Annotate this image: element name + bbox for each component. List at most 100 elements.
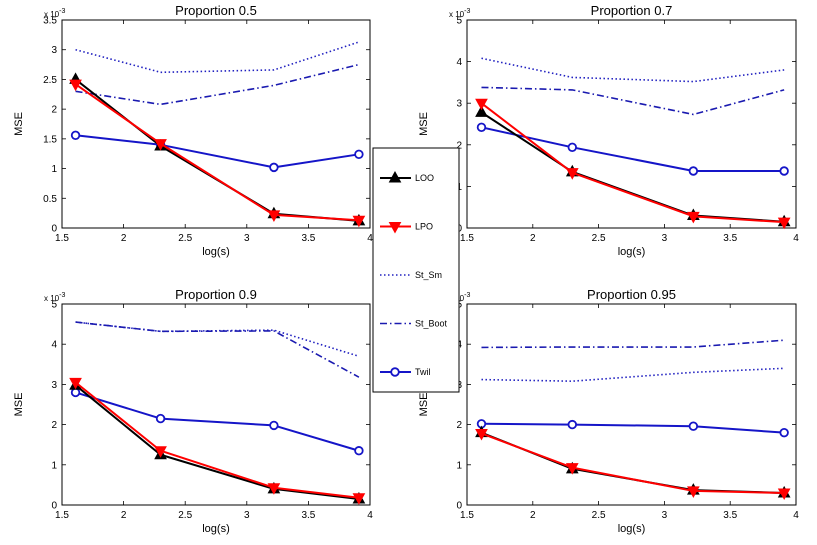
series-line-lpo [74, 83, 359, 222]
data-point-lpo [267, 483, 281, 495]
x-tick-label: 2 [530, 233, 536, 244]
plot-area [466, 19, 797, 229]
series-lpo [69, 79, 366, 228]
data-point-lpo [154, 446, 167, 458]
x-tick-label: 3 [662, 510, 668, 521]
data-point-loo [475, 105, 488, 117]
series-lpo [69, 377, 366, 505]
legend-label: St_Sm [415, 270, 442, 280]
legend-label: LPO [415, 222, 433, 232]
y-tick-label: 1 [456, 460, 462, 471]
x-tick-label: 4 [367, 510, 373, 521]
y-exponent-label: x 10-3 [44, 292, 65, 303]
y-axis-label: MSE [418, 393, 430, 417]
series-line-twil [481, 422, 785, 434]
chart-panel-1: 1.5 2 2.5 3 3.5 400.511.522.533.5x 10-3 Propor… [13, 3, 373, 258]
series-lpo [475, 98, 791, 230]
series-st_sm [481, 57, 785, 83]
series-line-lpo [480, 102, 785, 224]
y-tick-label: 0 [51, 224, 57, 235]
y-tick-label: 3 [51, 380, 57, 391]
legend: LOO LPO St_Sm St_Boot Twil [372, 147, 460, 393]
legend-entry-twil: Twil [380, 367, 431, 377]
series-line-twil [75, 391, 360, 452]
legend-entry-lpo: LPO [380, 222, 433, 234]
series-st_sm [75, 41, 360, 74]
x-tick-label: 1.5 [55, 510, 69, 521]
x-tick-label: 4 [367, 233, 373, 244]
legend-label: Twil [415, 367, 431, 377]
x-tick-label: 3 [244, 233, 250, 244]
series-lpo [475, 428, 791, 500]
y-tick-label: 1 [51, 164, 57, 175]
plot-area [61, 303, 371, 506]
legend-box [372, 147, 460, 393]
x-tick-label: 2.5 [178, 510, 192, 521]
data-point-twil [70, 130, 81, 140]
data-point-twil [688, 421, 699, 431]
data-point-twil [567, 142, 577, 152]
data-point-twil [567, 419, 577, 430]
legend-marker [390, 367, 400, 377]
legend-marker [388, 222, 402, 234]
data-point-lpo [565, 168, 579, 180]
data-point-lpo [267, 210, 281, 222]
y-tick-label: 2 [456, 420, 462, 431]
data-point-twil [354, 446, 364, 456]
data-point-lpo [352, 493, 366, 505]
x-tick-label: 4 [793, 510, 799, 521]
legend-marker [388, 170, 402, 183]
data-point-lpo [154, 139, 167, 151]
series-st_boot [75, 321, 360, 378]
y-tick-label: 4 [51, 340, 57, 351]
series-st_sm [481, 367, 785, 382]
x-tick-label: 2 [530, 510, 536, 521]
series-line-lpo [74, 381, 360, 499]
x-axis-label: log(s) [202, 246, 230, 258]
x-tick-label: 1.5 [460, 233, 474, 244]
x-tick-label: 2 [121, 233, 127, 244]
x-tick-label: 2.5 [592, 510, 606, 521]
data-point-lpo [475, 98, 488, 111]
legend-label: LOO [415, 173, 434, 183]
x-axis-label: log(s) [618, 523, 646, 535]
y-tick-label: 5 [51, 300, 57, 311]
y-tick-label: 1 [51, 460, 57, 471]
plot-area [61, 19, 371, 229]
y-tick-label: 2 [51, 105, 57, 116]
data-point-lpo [687, 211, 700, 224]
y-tick-label: 0.5 [43, 194, 57, 205]
x-tick-label: 2.5 [592, 233, 606, 244]
y-tick-label: 0 [51, 501, 57, 512]
panel-title: Proportion 0.5 [175, 3, 257, 18]
y-tick-label: 1.5 [43, 134, 57, 145]
data-point-twil [779, 166, 789, 176]
data-point-lpo [687, 486, 700, 498]
legend-entry-st_sm: St_Sm [380, 270, 442, 280]
data-point-twil [155, 413, 166, 424]
series-line-st_sm [481, 57, 785, 83]
data-point-twil [779, 427, 789, 438]
x-tick-label: 3.5 [723, 510, 737, 521]
series-line-st_boot [481, 86, 785, 116]
data-point-lpo [777, 488, 791, 500]
series-st_boot [481, 86, 785, 116]
series-line-st_boot [75, 321, 360, 378]
panel-title: Proportion 0.95 [587, 287, 676, 302]
x-axis-label: log(s) [202, 523, 230, 535]
x-tick-label: 2 [121, 510, 127, 521]
x-tick-label: 3.5 [301, 233, 315, 244]
data-point-twil [688, 166, 699, 176]
x-tick-label: 4 [793, 233, 799, 244]
legend-entry-loo: LOO [380, 170, 434, 183]
y-axis-label: MSE [13, 112, 25, 136]
series-twil [476, 419, 789, 438]
data-point-twil [70, 387, 81, 398]
legend-entry-st_boot: St_Boot [380, 319, 448, 329]
data-point-lpo [69, 79, 82, 92]
y-tick-label: 0 [456, 501, 462, 512]
series-line-st_boot [481, 339, 785, 349]
